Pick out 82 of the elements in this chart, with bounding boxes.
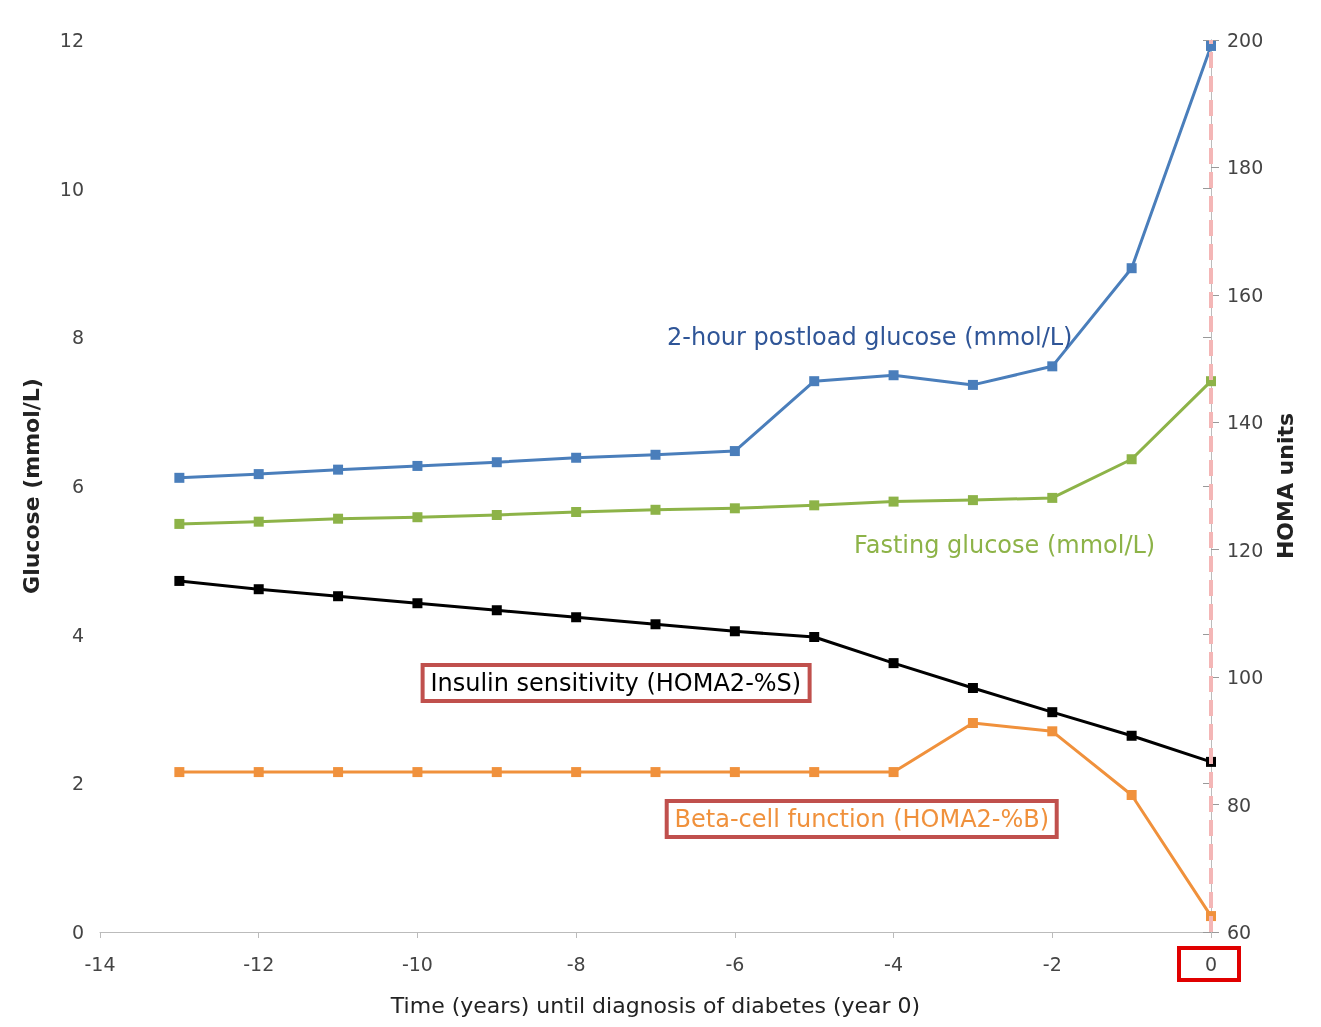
x-tick-label: -6	[725, 952, 745, 975]
series-label: Beta-cell function (HOMA2-%B)	[664, 799, 1060, 839]
point	[174, 767, 185, 778]
x-tick-label: -8	[566, 952, 586, 975]
point	[650, 767, 661, 778]
point	[888, 767, 899, 778]
point	[333, 591, 344, 602]
point	[1126, 263, 1137, 274]
point	[253, 767, 264, 778]
x-tick-label: 0	[1204, 952, 1218, 975]
point	[253, 469, 264, 480]
point	[571, 452, 582, 463]
point	[967, 379, 978, 390]
point	[809, 767, 820, 778]
point	[809, 500, 820, 511]
y-tick-label: 10	[59, 177, 84, 200]
x-axis-title: Time (years) until diagnosis of diabetes (year 0)	[389, 992, 921, 1018]
point	[1047, 707, 1058, 718]
y2-tick-label: 80	[1227, 793, 1252, 816]
point	[967, 682, 978, 693]
point	[650, 504, 661, 515]
point	[1126, 454, 1137, 465]
point	[729, 503, 740, 514]
point	[333, 767, 344, 778]
point	[412, 598, 423, 609]
point	[809, 632, 820, 642]
point	[333, 464, 344, 475]
point	[1047, 361, 1058, 372]
point	[491, 509, 502, 520]
point	[1047, 492, 1058, 503]
x-tick-label: -14	[84, 952, 116, 975]
point	[729, 446, 740, 457]
y-tick-label: 6	[71, 475, 84, 497]
point	[729, 767, 740, 778]
point	[412, 512, 423, 523]
y2-tick-label: 140	[1227, 411, 1264, 434]
point	[967, 718, 978, 729]
point	[1126, 790, 1137, 801]
point	[412, 767, 423, 778]
point	[253, 516, 264, 527]
y-axis-title: Glucose (mmol/L)	[18, 378, 44, 594]
point	[571, 767, 582, 778]
y-tick-label: 8	[71, 326, 84, 349]
point	[174, 518, 185, 529]
series-label: 2-hour postload glucose (mmol/L)	[666, 322, 1074, 354]
point	[491, 457, 502, 468]
point	[650, 619, 661, 630]
point	[888, 658, 899, 669]
series-label: Fasting glucose (mmol/L)	[853, 530, 1157, 562]
point	[174, 575, 185, 586]
y-tick-label: 0	[71, 921, 84, 943]
point	[1126, 730, 1137, 741]
x-tick-label: -2	[1042, 952, 1062, 975]
y2-tick-label: 120	[1227, 538, 1264, 561]
y2-tick-label: 160	[1227, 283, 1264, 306]
point	[253, 584, 264, 595]
point	[491, 605, 502, 616]
y2-tick-label: 200	[1227, 29, 1264, 51]
point	[491, 767, 502, 778]
y2-axis-title: HOMA units	[1272, 412, 1298, 560]
x-tick-label: -4	[884, 952, 904, 975]
point	[967, 495, 978, 506]
y2-tick-label: 100	[1227, 666, 1264, 689]
point	[571, 507, 582, 518]
point	[888, 496, 899, 507]
y2-tick-label: 180	[1227, 156, 1264, 179]
y2-tick-label: 60	[1227, 921, 1252, 943]
y-tick-label: 4	[71, 623, 84, 646]
x-tick-label: -10	[401, 952, 433, 975]
point	[412, 460, 423, 471]
y-tick-label: 2	[71, 772, 84, 795]
y-tick-label: 12	[59, 29, 84, 51]
point	[174, 472, 185, 483]
series-label: Insulin sensitivity (HOMA2-%S)	[420, 662, 812, 703]
point	[888, 370, 899, 381]
point	[729, 626, 740, 637]
x-tick-label: -12	[243, 952, 275, 975]
point	[650, 449, 661, 460]
point	[571, 612, 582, 623]
point	[1047, 726, 1058, 737]
point	[333, 513, 344, 524]
point	[809, 376, 820, 387]
